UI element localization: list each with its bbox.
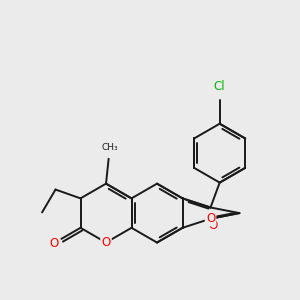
Text: CH₃: CH₃ bbox=[101, 143, 118, 152]
Text: O: O bbox=[101, 240, 111, 253]
Text: Cl: Cl bbox=[214, 80, 226, 93]
Text: O: O bbox=[50, 237, 59, 250]
Text: O: O bbox=[206, 212, 215, 225]
Text: O: O bbox=[101, 236, 111, 249]
Text: O: O bbox=[209, 219, 218, 232]
